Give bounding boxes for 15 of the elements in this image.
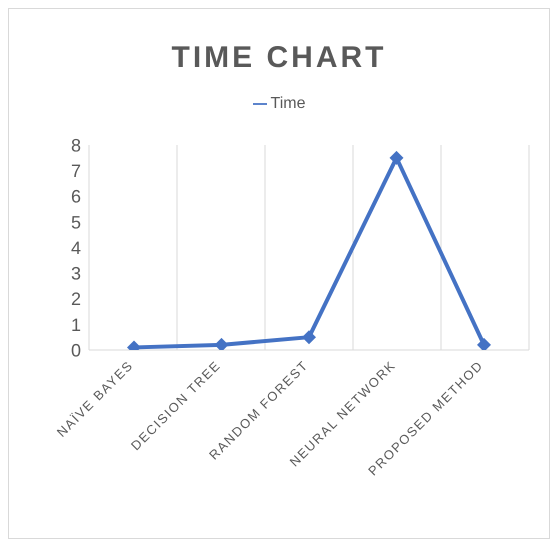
y-tick-label: 6 bbox=[70, 186, 81, 207]
y-tick-label: 5 bbox=[70, 212, 81, 232]
y-tick-label: 7 bbox=[70, 161, 81, 182]
legend-label: Time bbox=[270, 95, 306, 112]
y-tick-label: 4 bbox=[70, 238, 81, 258]
y-tick-label: 3 bbox=[70, 264, 81, 284]
point bbox=[477, 338, 491, 350]
point bbox=[302, 330, 316, 344]
point bbox=[214, 338, 228, 350]
y-tick-label: 1 bbox=[70, 314, 81, 335]
chart-title: TIME CHART bbox=[170, 41, 388, 76]
point bbox=[390, 150, 404, 165]
y-tick-label: 0 bbox=[70, 340, 81, 360]
y-tick-label: 8 bbox=[70, 135, 81, 156]
y-tick-label: 2 bbox=[70, 289, 81, 310]
